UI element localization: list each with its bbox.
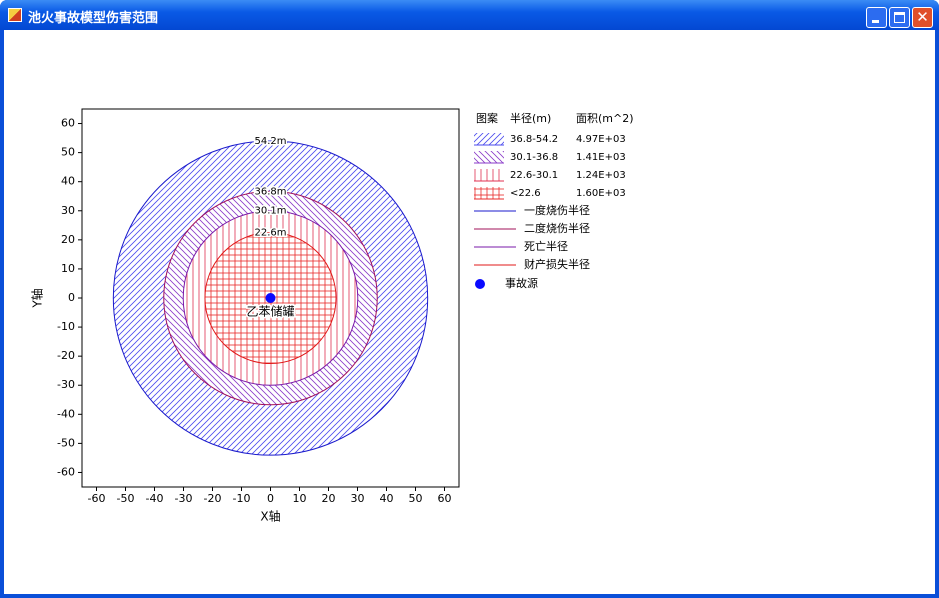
x-tick-label: 0 bbox=[267, 492, 274, 505]
legend-swatch bbox=[474, 187, 504, 199]
x-tick-label: 30 bbox=[351, 492, 365, 505]
source-marker bbox=[265, 293, 276, 303]
x-tick-label: -30 bbox=[175, 492, 193, 505]
radius-circle bbox=[163, 190, 378, 406]
y-axis-label: Y轴 bbox=[30, 288, 45, 308]
y-tick-label: 10 bbox=[61, 262, 75, 275]
radius-label: 22.6m bbox=[254, 227, 286, 238]
y-tick-label: -40 bbox=[57, 407, 75, 420]
x-tick-label: -10 bbox=[233, 492, 251, 505]
y-tick-label: 60 bbox=[61, 117, 75, 130]
legend-swatch bbox=[474, 169, 504, 181]
legend-source-marker bbox=[475, 279, 485, 289]
y-tick-label: -20 bbox=[57, 349, 75, 362]
legend-swatch bbox=[474, 133, 504, 145]
x-tick-label: -20 bbox=[204, 492, 222, 505]
radius-label: 30.1m bbox=[254, 206, 286, 217]
x-tick-label: 10 bbox=[293, 492, 307, 505]
x-tick-label: -40 bbox=[146, 492, 164, 505]
x-tick-label: 60 bbox=[438, 492, 452, 505]
x-tick-label: 40 bbox=[380, 492, 394, 505]
y-tick-label: -60 bbox=[57, 465, 75, 478]
window-title: 池火事故模型伤害范围 bbox=[28, 11, 159, 26]
x-tick-label: -60 bbox=[88, 492, 106, 505]
legend-range: 22.6-30.1 bbox=[510, 170, 558, 181]
client-area: -60 -50 -40 -30 -20 -10 0 10 20 30 40 50 60 -60 -50 -40… bbox=[4, 30, 935, 594]
legend-label: 事故源 bbox=[505, 276, 538, 290]
y-tick-label: -30 bbox=[57, 378, 75, 391]
radius-circle bbox=[112, 140, 429, 456]
minimize-button[interactable] bbox=[866, 7, 887, 28]
radius-label: 36.8m bbox=[254, 186, 286, 197]
radius-label: 54.2m bbox=[254, 136, 286, 147]
x-tick-label: -50 bbox=[117, 492, 135, 505]
legend-header: 面积(m^2) bbox=[576, 112, 634, 125]
title-bar: 池火事故模型伤害范围 ✕ bbox=[0, 0, 939, 30]
legend-label: 死亡半径 bbox=[524, 239, 568, 253]
legend-area: 1.60E+03 bbox=[576, 188, 626, 199]
radius-circle bbox=[182, 210, 359, 386]
y-tick-label: -50 bbox=[57, 436, 75, 449]
y-tick-label: 0 bbox=[68, 291, 75, 304]
app-icon bbox=[8, 8, 22, 22]
maximize-button[interactable] bbox=[889, 7, 910, 28]
x-axis-label: X轴 bbox=[260, 509, 280, 524]
chart: -60 -50 -40 -30 -20 -10 0 10 20 30 40 50 60 -60 -50 -40… bbox=[30, 108, 634, 524]
x-tick-label: 20 bbox=[322, 492, 336, 505]
legend-label: 二度烧伤半径 bbox=[524, 221, 590, 235]
y-tick-label: 40 bbox=[61, 175, 75, 188]
radius-circle bbox=[204, 231, 337, 365]
legend-range: 30.1-36.8 bbox=[510, 152, 558, 163]
y-tick-label: -10 bbox=[57, 320, 75, 333]
legend-label: 财产损失半径 bbox=[524, 257, 590, 271]
y-tick-label: 30 bbox=[61, 204, 75, 217]
legend-swatch bbox=[474, 151, 504, 163]
legend-header: 图案 bbox=[476, 111, 498, 125]
y-tick-label: 20 bbox=[61, 233, 75, 246]
legend-area: 1.24E+03 bbox=[576, 170, 626, 181]
legend-label: 一度烧伤半径 bbox=[524, 203, 590, 217]
hazard-zone bbox=[113, 140, 428, 456]
legend-range: <22.6 bbox=[510, 188, 541, 199]
legend-range: 36.8-54.2 bbox=[510, 134, 558, 145]
legend-header: 半径(m) bbox=[510, 111, 551, 125]
source-label: 乙苯储罐 bbox=[246, 304, 294, 319]
legend-area: 4.97E+03 bbox=[576, 134, 626, 145]
close-button[interactable]: ✕ bbox=[912, 7, 933, 28]
legend-area: 1.41E+03 bbox=[576, 152, 626, 163]
y-tick-label: 50 bbox=[61, 146, 75, 159]
x-tick-label: 50 bbox=[409, 492, 423, 505]
